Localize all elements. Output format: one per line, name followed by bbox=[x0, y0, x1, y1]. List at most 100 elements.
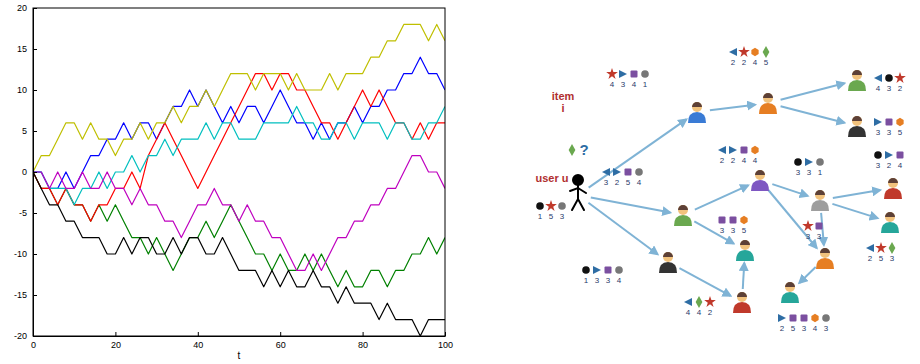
person-head bbox=[785, 282, 795, 292]
item-icon bbox=[894, 72, 906, 83]
rating-label: 4 bbox=[697, 308, 702, 317]
item-icon bbox=[619, 70, 627, 78]
rating-label: 4 bbox=[753, 58, 758, 67]
item-icon bbox=[874, 118, 882, 126]
query-mark: ? bbox=[579, 141, 588, 158]
plot-frame bbox=[33, 8, 445, 336]
rating-label: 4 bbox=[753, 156, 758, 165]
user-node: 432 bbox=[848, 70, 906, 93]
query-item: itemi? bbox=[552, 90, 589, 158]
person-hair bbox=[888, 178, 898, 183]
item-icon bbox=[602, 168, 610, 176]
stick-head bbox=[573, 175, 583, 185]
y-tick-label: 0 bbox=[22, 167, 27, 177]
item-icon bbox=[874, 74, 882, 82]
y-tick: 0 bbox=[22, 167, 37, 177]
y-tick: -10 bbox=[14, 249, 37, 259]
person-body bbox=[848, 126, 866, 137]
y-tick-mark bbox=[33, 49, 37, 50]
person-hair bbox=[815, 190, 825, 195]
person-hair bbox=[852, 116, 862, 121]
edge-arrow bbox=[781, 106, 845, 122]
network: 153user u4341224543233522443254331324335… bbox=[535, 46, 905, 333]
item-icon bbox=[631, 71, 638, 78]
person-head bbox=[740, 240, 750, 250]
lines bbox=[33, 24, 445, 336]
y-tick-label: 20 bbox=[17, 3, 27, 13]
x-tick: 60 bbox=[276, 332, 286, 350]
rating-label: 2 bbox=[731, 156, 736, 165]
rating-label: 4 bbox=[637, 178, 642, 187]
edge-arrow bbox=[832, 204, 877, 218]
item-icon bbox=[684, 298, 692, 306]
item-icon bbox=[625, 169, 632, 176]
y-tick: 15 bbox=[17, 44, 37, 54]
x-tick-mark bbox=[115, 332, 116, 336]
rating-label: 1 bbox=[643, 80, 648, 89]
y-tick-label: -10 bbox=[14, 249, 27, 259]
rating-label: 3 bbox=[824, 324, 829, 333]
y-tick-label: -20 bbox=[14, 331, 27, 341]
y-tick: 10 bbox=[17, 85, 37, 95]
x-tick-label: 20 bbox=[111, 340, 121, 350]
user-node: 2244 bbox=[718, 146, 769, 191]
plot-background bbox=[33, 8, 445, 336]
person-head bbox=[755, 170, 765, 180]
rating-label: 3 bbox=[807, 168, 812, 177]
user-node: 4341 bbox=[606, 68, 706, 123]
y-axis: -20-15-10-505101520 bbox=[14, 3, 37, 341]
item-icon bbox=[778, 314, 786, 322]
item-icon bbox=[751, 48, 758, 56]
item-icon bbox=[816, 223, 823, 230]
stick-legs bbox=[572, 199, 584, 210]
person-head bbox=[815, 190, 825, 200]
rating-label: 2 bbox=[615, 178, 620, 187]
rating-label: 5 bbox=[898, 128, 903, 137]
item-icon bbox=[794, 158, 802, 166]
item-icon bbox=[886, 119, 893, 126]
x-tick-mark bbox=[198, 332, 199, 336]
series-line bbox=[33, 106, 445, 204]
x-tick: 100 bbox=[438, 332, 453, 350]
series-line bbox=[33, 74, 445, 222]
item-icon bbox=[885, 74, 893, 82]
y-tick-label: -5 bbox=[19, 208, 27, 218]
item-icon bbox=[790, 315, 797, 322]
item-icon bbox=[738, 46, 750, 57]
edge-arrow bbox=[694, 221, 733, 243]
y-tick-mark bbox=[33, 131, 37, 132]
item-icon bbox=[889, 242, 896, 254]
item-icon bbox=[866, 244, 874, 252]
person-head bbox=[888, 178, 898, 188]
item-icon bbox=[635, 168, 643, 176]
rating-label: 2 bbox=[720, 156, 725, 165]
person-hair bbox=[678, 205, 688, 210]
y-tick-label: -15 bbox=[14, 290, 27, 300]
x-tick: 20 bbox=[111, 332, 121, 350]
item-icon bbox=[801, 315, 808, 322]
rating-label: 2 bbox=[887, 161, 892, 170]
item-icon bbox=[897, 152, 904, 159]
rating-label: 2 bbox=[780, 324, 785, 333]
rating-label: 5 bbox=[742, 226, 747, 235]
user-node: 25343 bbox=[778, 282, 830, 333]
x-tick-mark bbox=[363, 332, 364, 336]
item-icon bbox=[875, 242, 887, 253]
rating-label: 5 bbox=[879, 254, 884, 263]
person-head bbox=[678, 205, 688, 215]
item-icon bbox=[582, 266, 590, 274]
user-node: 253 bbox=[866, 212, 899, 263]
person-body bbox=[659, 262, 677, 273]
user-node: 2245 bbox=[729, 46, 777, 114]
person-head bbox=[885, 212, 895, 222]
rating-label: 1 bbox=[584, 276, 589, 285]
person-head bbox=[692, 102, 702, 112]
edge-arrow bbox=[695, 185, 748, 209]
person-head bbox=[663, 252, 673, 262]
rating-label: 4 bbox=[876, 84, 881, 93]
person-body bbox=[848, 80, 866, 91]
item-icon bbox=[536, 202, 544, 210]
rating-label: 3 bbox=[890, 254, 895, 263]
rating-label: 4 bbox=[617, 276, 622, 285]
y-tick-mark bbox=[33, 213, 37, 214]
